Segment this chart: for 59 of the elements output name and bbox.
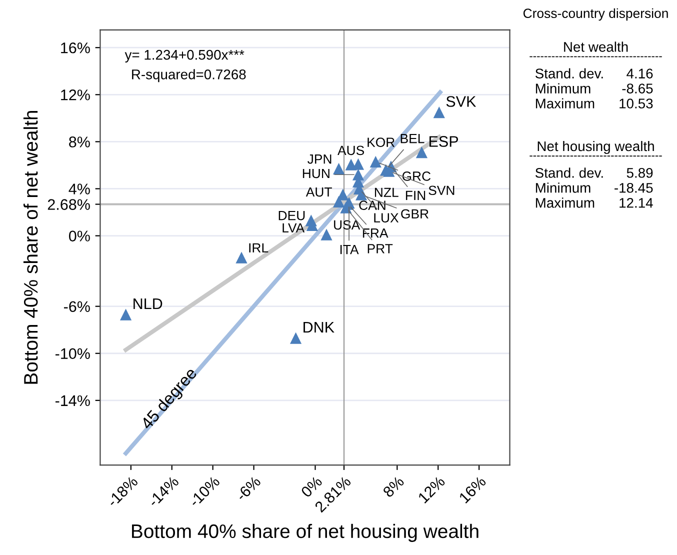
annotation: y= 1.234+0.590x***: [124, 50, 244, 62]
annotation: JPN: [308, 154, 332, 164]
annotation: LUX: [374, 213, 399, 222]
point: [383, 165, 395, 177]
text: Cross-country dispersion: [523, 8, 668, 21]
annotation: NLD: [134, 298, 162, 310]
point: [352, 168, 364, 180]
annotation: AUT: [306, 187, 332, 197]
text: Maximum 12.14: [536, 198, 653, 208]
x-tick-label: 8%: [382, 475, 405, 498]
annotation: CAN: [359, 200, 386, 210]
point: [305, 214, 317, 226]
annotation: NZL: [374, 188, 398, 197]
text: Minimum -8.65: [536, 83, 653, 94]
annotation: USA: [334, 220, 360, 230]
text: Net wealth: [564, 42, 628, 52]
text: Minimum -18.45: [536, 182, 653, 193]
annotation: PRT: [368, 244, 393, 254]
point: [320, 228, 332, 240]
annotation: IRL: [249, 243, 268, 252]
y-tick-label: -10%: [55, 348, 90, 360]
text: Stand. dev. 5.89: [535, 168, 653, 178]
y-axis-title: Bottom 40% share of net wealth: [23, 110, 38, 384]
annotation: SVN: [428, 186, 454, 196]
text: ------------------------------------: [530, 56, 662, 58]
y-tick-label: 12%: [61, 90, 90, 100]
text: Stand. dev. 4.16: [535, 68, 653, 78]
y-tick-label: 8%: [69, 136, 90, 148]
annotation: LVA: [282, 223, 305, 232]
point: [332, 162, 345, 175]
annotation: SVK: [446, 96, 476, 107]
y-tick-label: 2.68%: [48, 199, 90, 210]
annotation: ESP: [430, 136, 458, 147]
y-tick-label: 0%: [68, 230, 90, 242]
text: Net housing wealth: [538, 140, 654, 154]
y-tick-label: 4%: [68, 184, 90, 194]
point: [433, 106, 445, 118]
annotation: AUS: [338, 146, 364, 156]
annotation: DNK: [304, 322, 334, 333]
annotation: GBR: [401, 209, 428, 219]
point: [416, 146, 428, 158]
point: [290, 332, 302, 344]
annotation: GRC: [402, 172, 431, 181]
annotation: BEL: [400, 134, 424, 144]
annotation: HUN: [302, 168, 330, 178]
point: [120, 308, 132, 320]
text: Maximum 10.53: [536, 98, 653, 108]
annotation: R-squared=0.7268: [132, 69, 246, 82]
x-axis-title: Bottom 40% share of net housing wealth: [132, 524, 478, 542]
annotation: KOR: [368, 138, 395, 147]
y-tick-label: -14%: [55, 395, 90, 406]
y-tick-label: 16%: [61, 42, 90, 54]
point: [370, 156, 382, 168]
y-tick-label: -6%: [64, 301, 90, 312]
x-tick-label: -6%: [235, 475, 262, 502]
annotation: FIN: [406, 190, 426, 200]
annotation: ITA: [340, 244, 359, 254]
point: [236, 252, 248, 264]
annotation: DEU: [278, 210, 305, 220]
